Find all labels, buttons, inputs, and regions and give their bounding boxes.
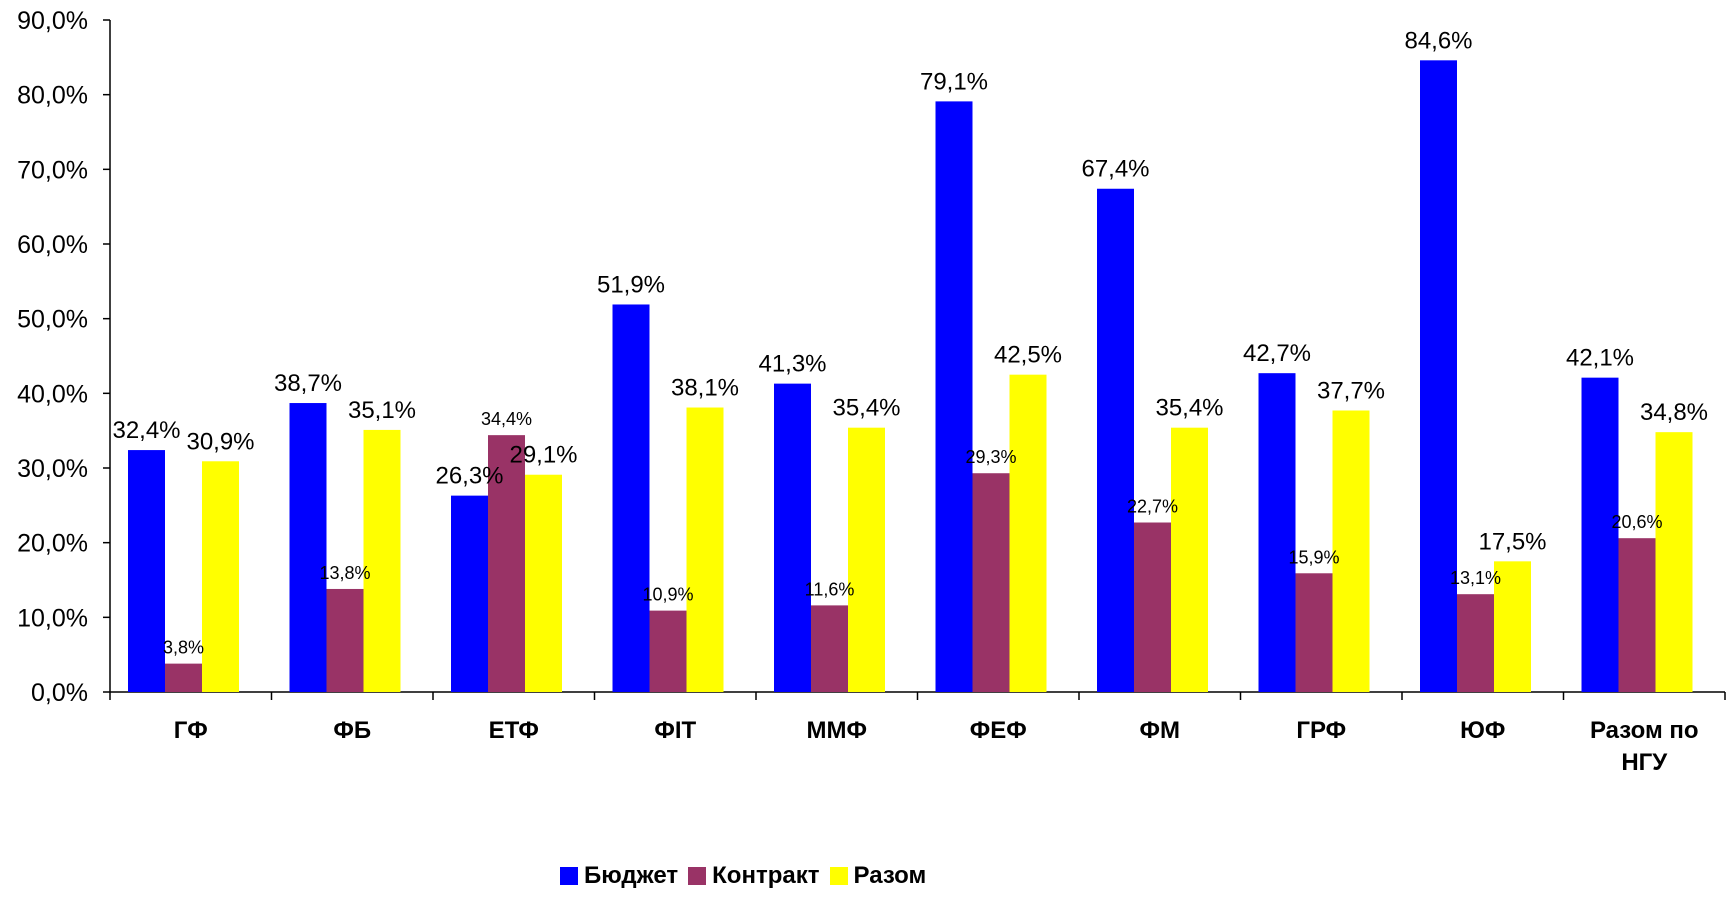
y-tick-label: 30,0% (17, 455, 88, 483)
bar-budget (289, 403, 327, 692)
data-label: 84,6% (1404, 27, 1472, 54)
data-label: 34,8% (1640, 399, 1708, 426)
y-tick-label: 60,0% (17, 231, 88, 259)
bar-budget (612, 304, 650, 692)
x-category-label: ЕТФ (489, 717, 539, 744)
data-label: 26,3% (435, 463, 503, 490)
bar-budget (774, 383, 811, 692)
legend-item-budget: Бюджет (560, 862, 678, 890)
legend-swatch-total (829, 867, 848, 885)
bar-budget (935, 101, 973, 693)
x-category-label: Разом по НГУ (1590, 717, 1699, 776)
x-category-label: ММФ (807, 717, 867, 744)
data-label: 11,6% (805, 579, 855, 599)
bar-budget (451, 495, 488, 692)
y-tick-label: 90,0% (17, 7, 88, 35)
legend-label-contract: Контракт (712, 862, 820, 889)
data-label: 13,1% (1450, 568, 1501, 588)
legend-label-total: Разом (853, 862, 927, 889)
data-label: 34,4% (481, 409, 532, 429)
data-label: 38,1% (671, 375, 739, 402)
data-label: 51,9% (597, 271, 665, 298)
chart-bars (128, 60, 1693, 693)
x-category-label: ФМ (1140, 717, 1180, 744)
data-label: 30,9% (186, 428, 254, 455)
data-label: 42,1% (1566, 345, 1634, 372)
y-tick-label: 50,0% (17, 306, 88, 334)
bar-contract (1457, 594, 1494, 692)
legend-swatch-budget (560, 867, 578, 885)
data-label: 29,1% (509, 442, 577, 469)
y-tick-label: 10,0% (17, 604, 88, 632)
data-label: 10,9% (642, 585, 693, 605)
bar-contract (326, 588, 364, 692)
data-label: 35,4% (832, 395, 900, 422)
data-label: 20,6% (1611, 512, 1662, 532)
bar-total (1009, 374, 1047, 692)
bar-contract (1295, 573, 1333, 692)
bar-contract (972, 473, 1010, 692)
bar-contract (1134, 522, 1171, 692)
data-label: 13,8% (319, 563, 370, 583)
x-category-label: ГФ (174, 717, 208, 744)
bar-total (1332, 410, 1370, 692)
data-label: 42,7% (1243, 340, 1311, 367)
bar-total (848, 427, 885, 692)
y-tick-label: 80,0% (17, 82, 88, 110)
x-category-label: ГРФ (1296, 717, 1346, 744)
bar-total (363, 429, 401, 692)
data-label: 3,8% (163, 638, 204, 658)
y-tick-label: 20,0% (17, 530, 88, 558)
data-label: 37,7% (1317, 378, 1385, 405)
legend-label-budget: Бюджет (584, 862, 679, 889)
bar-contract (649, 610, 687, 692)
bar-total (202, 461, 239, 692)
data-label: 79,1% (920, 68, 988, 95)
x-category-label: ФІТ (654, 717, 696, 744)
bar-total (1655, 432, 1693, 692)
bar-budget (128, 450, 165, 692)
bar-contract (1618, 538, 1656, 692)
data-label: 35,1% (348, 397, 416, 424)
bar-total (1494, 561, 1531, 692)
legend-swatch-contract (688, 867, 707, 885)
data-labels: 32,4% 38,7% 26,3% 51,9% 41,3% 79,1% 67,4% 42,7%… (112, 27, 1708, 657)
bar-contract (488, 435, 525, 692)
bar-budget (1258, 373, 1296, 692)
data-label: 67,4% (1081, 156, 1149, 183)
bar-budget (1097, 188, 1134, 692)
bar-contract (811, 605, 848, 692)
chart-legend: Бюджет Контракт Разом (560, 862, 936, 890)
x-category-label: ФБ (333, 717, 371, 744)
y-tick-label: 40,0% (17, 380, 88, 408)
data-label: 38,7% (274, 370, 342, 397)
bar-total (1171, 427, 1208, 692)
bar-total (525, 474, 562, 692)
chart-axes: 0,0% 10,0% 20,0% 30,0% 40,0% 50,0% 60,0% 70,0% 8… (17, 7, 1726, 776)
x-category-label: ЮФ (1460, 717, 1505, 744)
data-label: 35,4% (1155, 395, 1223, 422)
data-label: 32,4% (112, 417, 180, 444)
legend-item-contract: Контракт (688, 862, 820, 890)
data-label: 42,5% (994, 342, 1062, 369)
bar-contract (165, 663, 202, 692)
bar-budget (1420, 60, 1457, 692)
y-tick-label: 0,0% (31, 679, 88, 707)
y-tick-label: 70,0% (17, 156, 88, 184)
data-label: 29,3% (965, 447, 1016, 467)
data-label: 41,3% (758, 351, 826, 378)
x-category-label: ФЕФ (970, 717, 1027, 744)
bar-total (686, 407, 724, 692)
legend-item-total: Разом (829, 862, 927, 890)
data-label: 17,5% (1478, 528, 1546, 555)
data-label: 15,9% (1288, 547, 1339, 567)
bar-budget (1581, 377, 1619, 692)
data-label: 22,7% (1127, 497, 1178, 517)
